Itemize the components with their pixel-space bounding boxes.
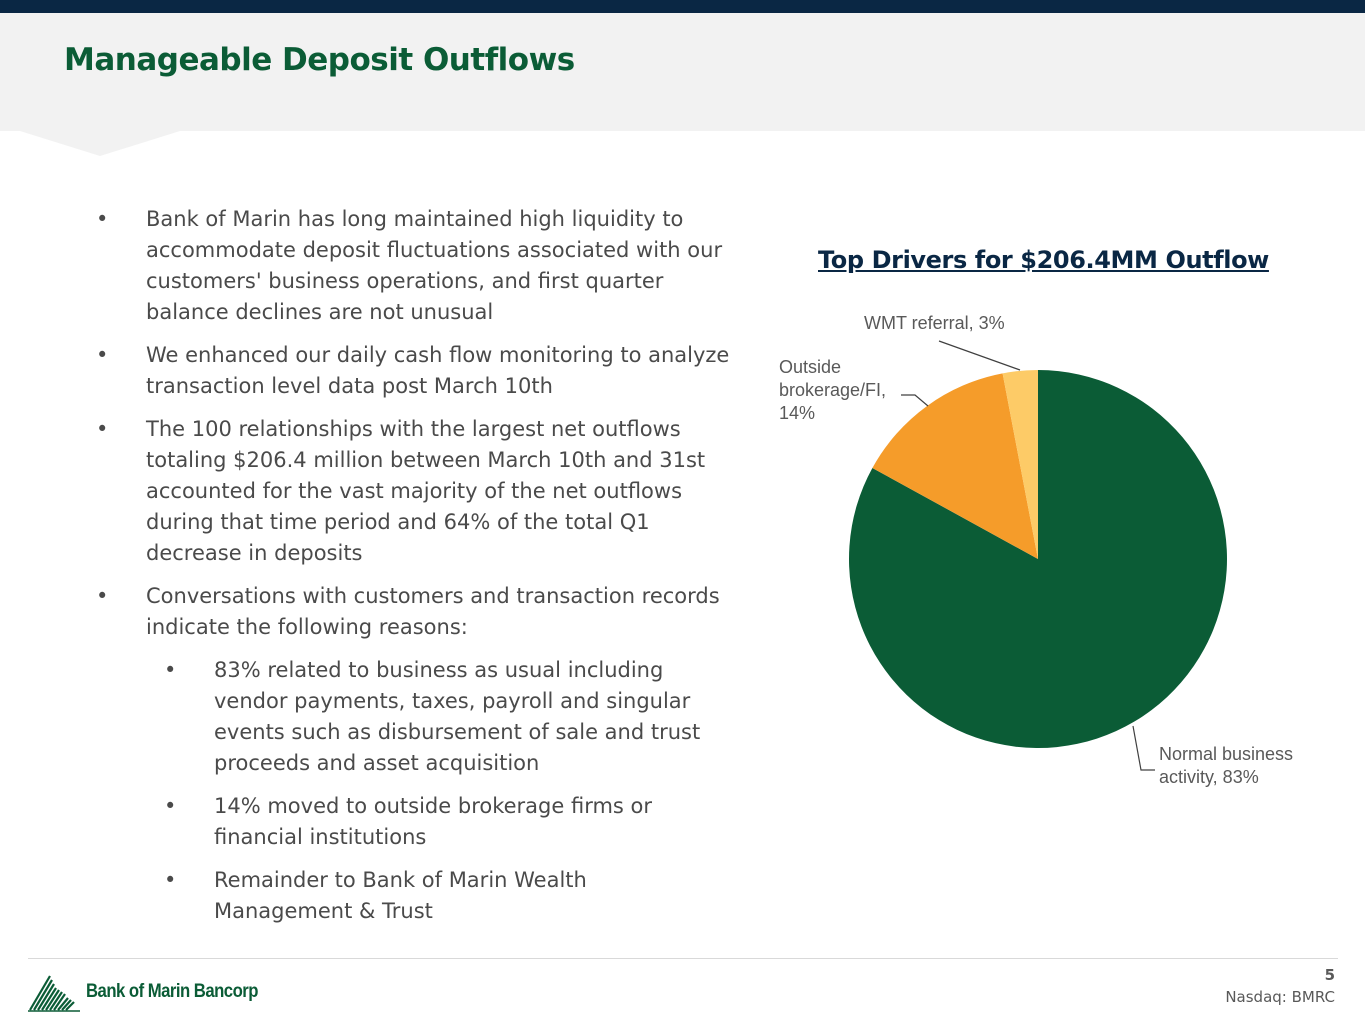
sub-bullet-item: • Remainder to Bank of Marin Wealth Mana…	[158, 865, 730, 927]
bullet-marker: •	[96, 343, 109, 367]
bullet-item: • The 100 relationships with the largest…	[90, 414, 730, 569]
logo-text: Bank of Marin Bancorp	[86, 981, 258, 1002]
pie-chart: Normal business activity, 83% Outside broke…	[779, 313, 1293, 787]
bullet-text: 83% related to business as usual includi…	[214, 658, 701, 775]
sub-bullet-item: • 83% related to business as usual inclu…	[158, 655, 730, 779]
data-label-line: 14%	[779, 403, 815, 423]
bullet-text: We enhanced our daily cash flow monitori…	[146, 343, 730, 398]
bullet-item: • Conversations with customers and trans…	[90, 581, 730, 643]
leader-line	[938, 340, 1021, 371]
bullet-marker: •	[96, 207, 109, 231]
bullet-text: Bank of Marin has long maintained high l…	[146, 207, 723, 324]
data-label: Outside brokerage/FI, 14%	[779, 357, 886, 423]
sub-bullet-item: • 14% moved to outside brokerage firms o…	[158, 791, 730, 853]
data-label-line: activity, 83%	[1159, 767, 1259, 787]
bullet-marker: •	[96, 584, 109, 608]
data-label: Normal business activity, 83%	[1159, 744, 1293, 787]
bullet-marker: •	[164, 794, 177, 818]
stock-ticker: Nasdaq: BMRC	[1225, 988, 1335, 1006]
page-number: 5	[1324, 966, 1335, 984]
mountain-lines-logo-icon	[28, 975, 80, 1012]
footer-divider	[28, 958, 1338, 959]
data-label-line: brokerage/FI,	[779, 380, 886, 400]
bullet-marker: •	[96, 417, 109, 441]
pie-slice-outside-brokerage-fi	[872, 373, 1038, 559]
pie-slice-wmt-referral	[1002, 370, 1038, 559]
top-bar	[0, 0, 1365, 13]
bullet-text: 14% moved to outside brokerage firms or …	[214, 794, 653, 849]
bullet-item: • Bank of Marin has long maintained high…	[90, 204, 730, 328]
data-label-line: WMT referral, 3%	[864, 313, 1005, 333]
leader-line	[901, 394, 929, 407]
data-label-line: Outside	[779, 357, 841, 377]
bullet-marker: •	[164, 868, 177, 892]
header-band	[0, 13, 1365, 156]
page-title: Manageable Deposit Outflows	[64, 42, 575, 78]
data-label: WMT referral, 3%	[864, 313, 1005, 333]
chart-title: Top Drivers for $206.4MM Outflow	[818, 246, 1269, 274]
bullet-text: Remainder to Bank of Marin Wealth Manage…	[214, 868, 587, 923]
bullet-marker: •	[164, 658, 177, 682]
leader-line	[1132, 725, 1155, 771]
bullet-item: • We enhanced our daily cash flow monito…	[90, 340, 730, 402]
company-logo: Bank of Marin Bancorp	[28, 972, 281, 1012]
bullet-text: The 100 relationships with the largest n…	[146, 417, 706, 565]
bullet-list: • Bank of Marin has long maintained high…	[90, 204, 730, 939]
bullet-text: Conversations with customers and transac…	[146, 584, 720, 639]
data-label-line: Normal business	[1159, 744, 1293, 764]
